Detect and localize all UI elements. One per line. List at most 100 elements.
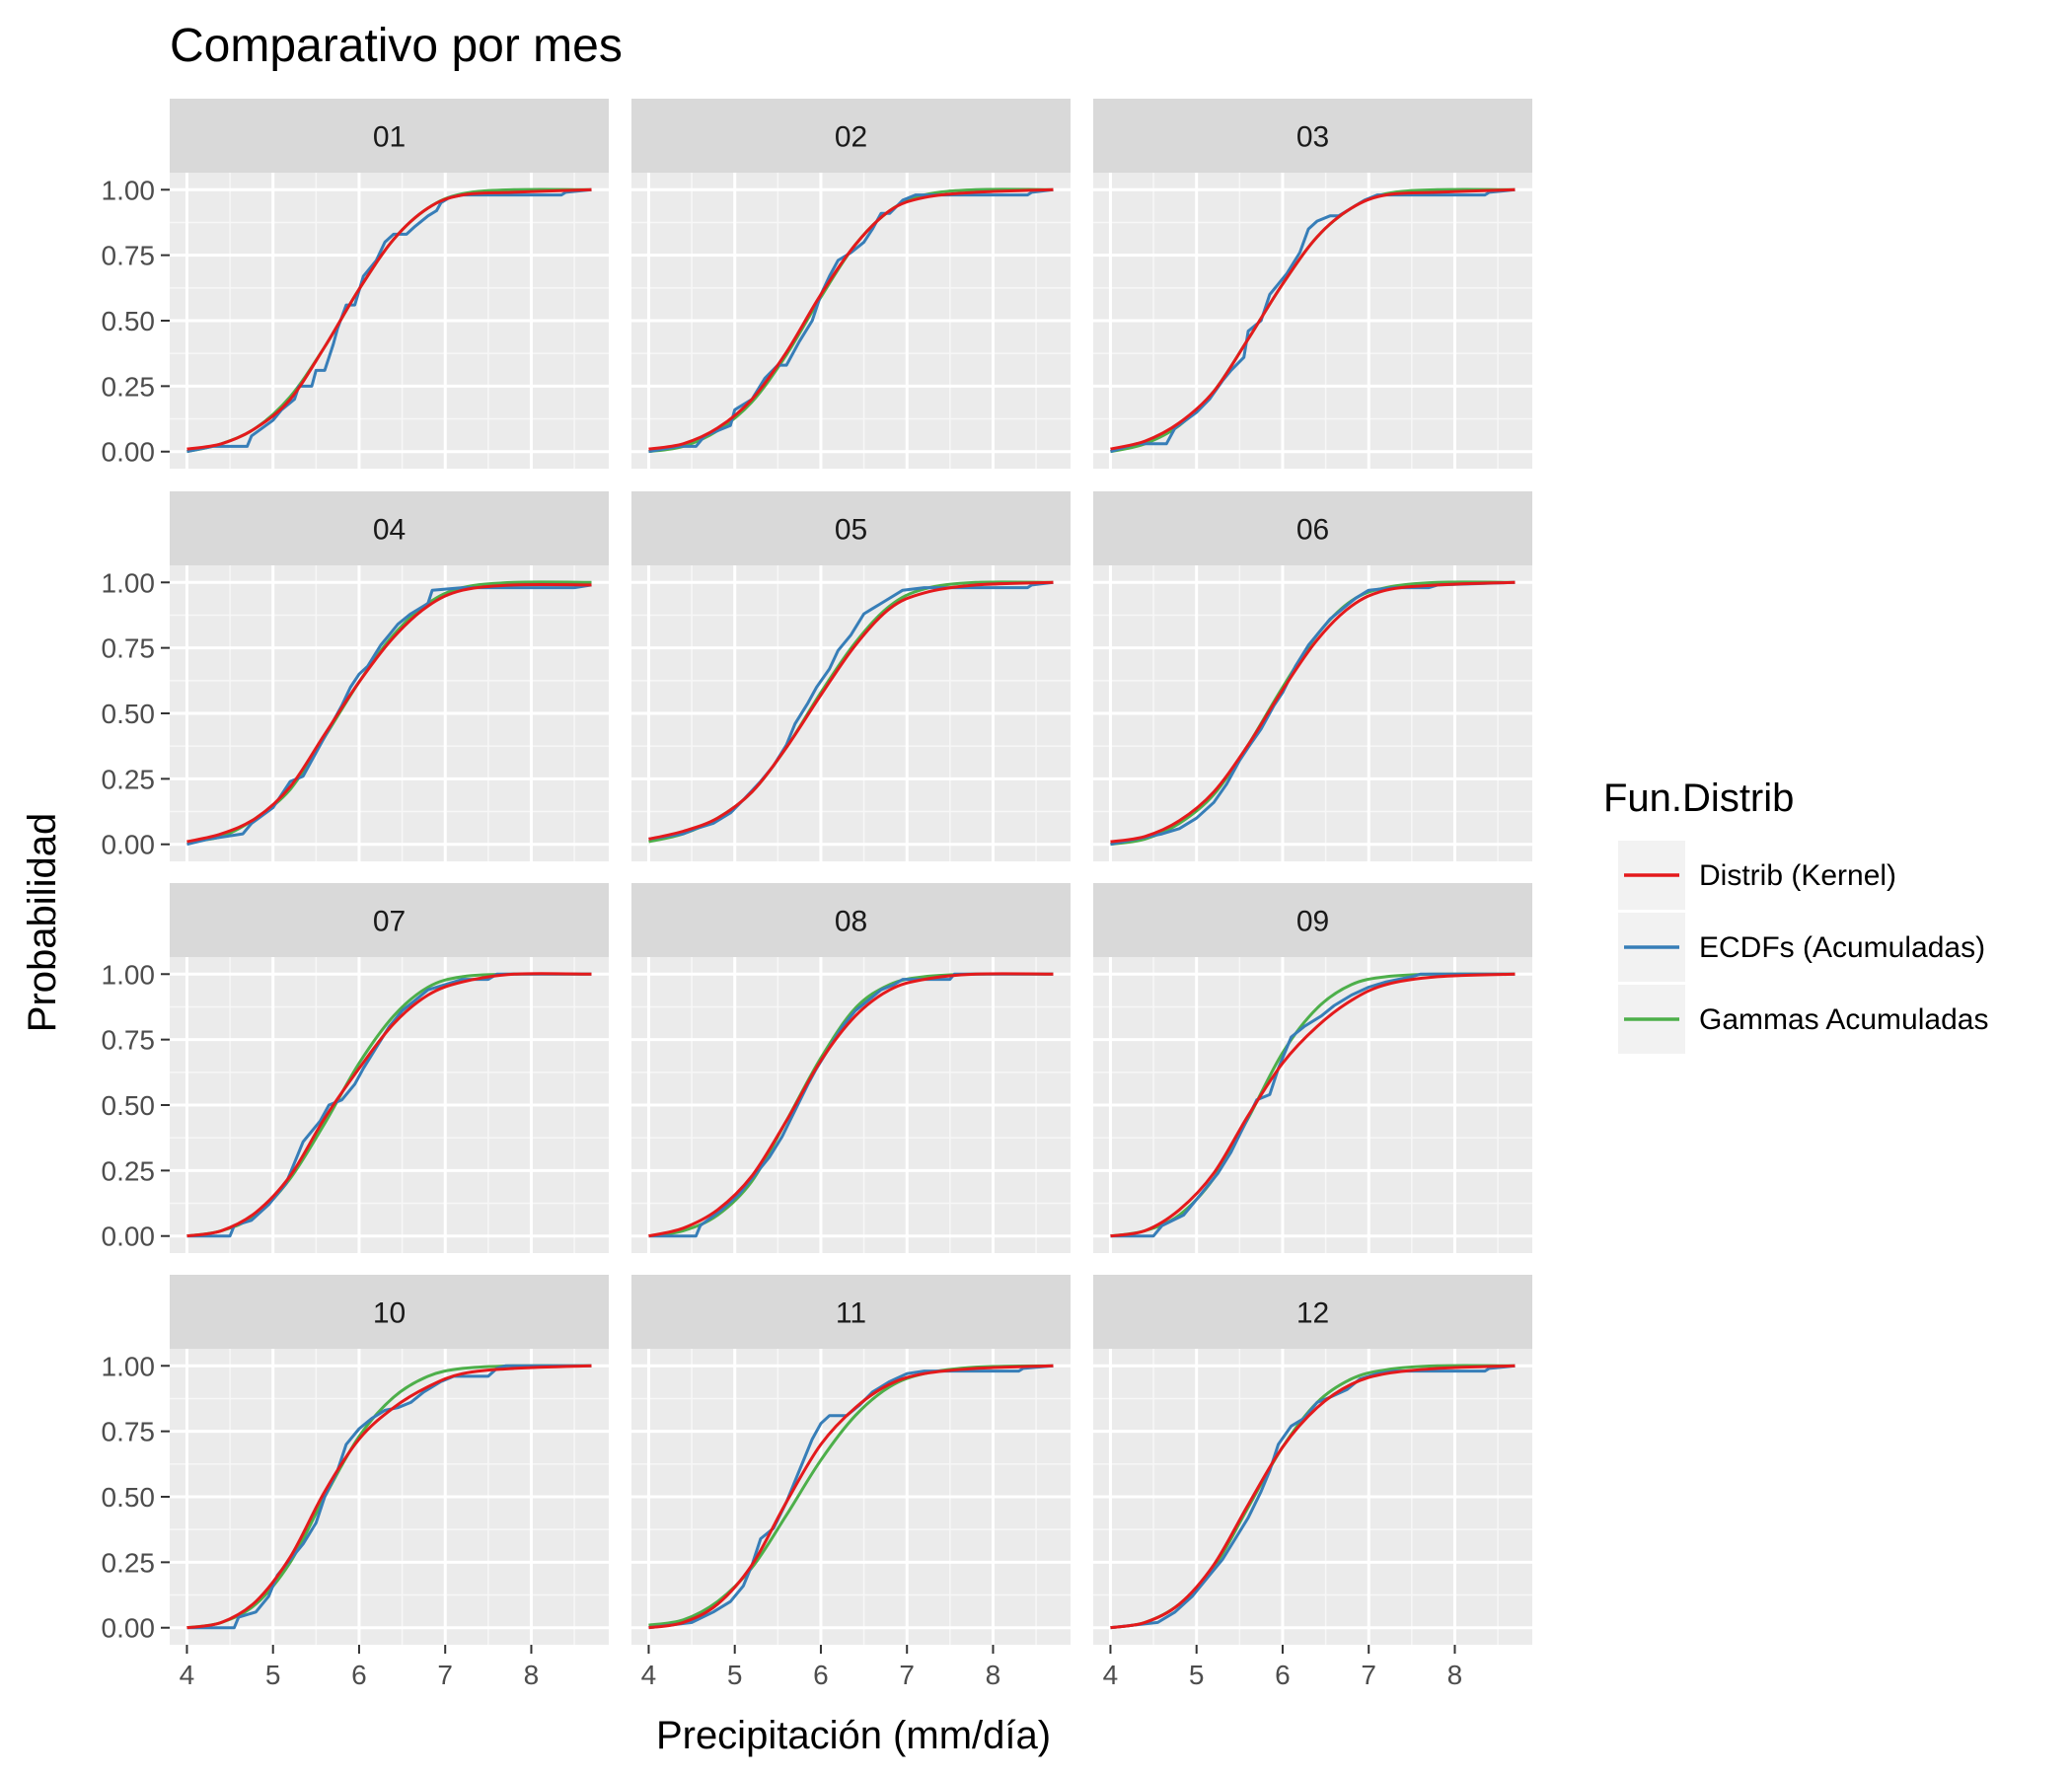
panel-grid (1093, 173, 1532, 469)
series-line-kernel (648, 1364, 1054, 1630)
facet-strip (170, 99, 609, 173)
x-tick-label: 5 (265, 1660, 281, 1690)
legend-entry-label: Distrib (Kernel) (1699, 859, 1896, 892)
y-tick-label: 0.00 (102, 1221, 156, 1252)
facet-strip-label: 12 (1296, 1297, 1329, 1330)
panel-grid (631, 1349, 1071, 1645)
facet-strip-label: 04 (373, 514, 406, 547)
y-tick-label: 0.75 (102, 1025, 156, 1056)
y-tick-label: 0.75 (102, 1417, 156, 1447)
y-tick-label: 0.50 (102, 699, 156, 729)
y-tick-label: 0.25 (102, 1155, 156, 1186)
facet-panel-08: 08 (631, 883, 1071, 1253)
series-line-kernel (1110, 1364, 1516, 1630)
x-tick-label: 4 (180, 1660, 195, 1690)
legend-entry: ECDFs (Acumuladas) (1618, 913, 1985, 982)
panel-grid (170, 957, 609, 1253)
facet-panel-02: 02 (631, 99, 1071, 469)
series-line-kernel (186, 972, 592, 1238)
legend-entry-label: ECDFs (Acumuladas) (1699, 931, 1985, 964)
y-tick-label: 1.00 (102, 1351, 156, 1381)
panel-grid (170, 1349, 609, 1645)
series-line-kernel (648, 972, 1054, 1238)
y-tick-label: 0.00 (102, 437, 156, 468)
facet-panel-09: 09 (1093, 883, 1532, 1253)
series-line-ecdf (186, 972, 592, 1238)
y-tick-label: 0.75 (102, 633, 156, 664)
x-tick-label: 7 (899, 1660, 915, 1690)
panel-grid (1093, 1349, 1532, 1645)
panel-grid (170, 173, 609, 469)
y-tick-label: 0.50 (102, 1090, 156, 1121)
series-line-kernel (1110, 580, 1516, 844)
facet-panel-04: 04 0.00 0.25 0.50 0.75 1.00 (102, 491, 609, 861)
series-line-kernel (1110, 187, 1516, 451)
series-line-kernel (1110, 972, 1516, 1238)
y-tick-label: 1.00 (102, 567, 156, 598)
y-tick-label: 0.25 (102, 764, 156, 794)
chart-title: Comparativo por mes (170, 20, 623, 72)
series-line-kernel (648, 187, 1054, 451)
legend: Fun.Distrib Distrib (Kernel) ECDFs (Acumu… (1603, 777, 1988, 1054)
facet-strip-label: 05 (835, 514, 867, 547)
facet-strip (631, 1275, 1071, 1349)
legend-entry-label: Gammas Acumuladas (1699, 1003, 1988, 1036)
facet-panel-12: 12 4 5 6 7 8 (1093, 1275, 1532, 1690)
facet-strip (1093, 99, 1532, 173)
panel-grid (170, 565, 609, 861)
facet-strip (170, 491, 609, 565)
facet-strip-label: 02 (835, 121, 867, 154)
legend-entry: Distrib (Kernel) (1618, 841, 1896, 910)
x-tick-label: 5 (1189, 1660, 1205, 1690)
facet-panel-05: 05 (631, 491, 1071, 861)
facet-strip (170, 883, 609, 957)
facet-panel-07: 07 0.00 0.25 0.50 0.75 1.00 (102, 883, 609, 1253)
y-tick-label: 0.75 (102, 241, 156, 271)
y-tick-label: 0.50 (102, 306, 156, 336)
facet-strip-label: 03 (1296, 121, 1329, 154)
facet-strip-label: 08 (835, 906, 867, 938)
facet-panel-03: 03 (1093, 99, 1532, 469)
facet-strip-label: 01 (373, 121, 406, 154)
y-tick-label: 0.25 (102, 371, 156, 402)
series-line-kernel (648, 580, 1054, 841)
x-tick-label: 4 (641, 1660, 657, 1690)
facet-panels: 01 0.00 0.25 0.50 0.75 1.00 02 03 04 0.00 0.25 0.50… (102, 99, 1532, 1690)
panel-grid (631, 173, 1071, 469)
facet-strip (1093, 491, 1532, 565)
panel-grid (1093, 957, 1532, 1253)
panel-grid (631, 565, 1071, 861)
panel-grid (1093, 565, 1532, 861)
y-axis-label: Probabilidad (21, 813, 64, 1032)
series-line-kernel (186, 1364, 592, 1630)
facet-panel-01: 01 0.00 0.25 0.50 0.75 1.00 (102, 99, 609, 469)
series-line-ecdf (648, 1364, 1054, 1630)
series-line-gamma (186, 1364, 592, 1630)
x-tick-label: 4 (1103, 1660, 1119, 1690)
facet-strip-label: 09 (1296, 906, 1329, 938)
y-tick-label: 0.00 (102, 830, 156, 860)
series-line-kernel (186, 187, 592, 451)
series-line-ecdf (648, 580, 1054, 841)
x-tick-label: 8 (1447, 1660, 1463, 1690)
legend-entry: Gammas Acumuladas (1618, 985, 1988, 1054)
facet-strip (170, 1275, 609, 1349)
facet-strip-label: 06 (1296, 514, 1329, 547)
facet-strip (631, 883, 1071, 957)
y-tick-label: 0.50 (102, 1482, 156, 1513)
facet-strip (1093, 883, 1532, 957)
x-tick-label: 6 (1275, 1660, 1291, 1690)
legend-title: Fun.Distrib (1603, 777, 1794, 820)
series-line-kernel (186, 583, 592, 844)
y-tick-label: 0.25 (102, 1547, 156, 1578)
facet-strip-label: 07 (373, 906, 406, 938)
x-tick-label: 6 (813, 1660, 829, 1690)
y-tick-label: 1.00 (102, 175, 156, 205)
x-tick-label: 5 (727, 1660, 743, 1690)
series-line-ecdf (186, 1364, 592, 1630)
x-axis-label: Precipitación (mm/día) (656, 1714, 1051, 1757)
facet-panel-11: 11 4 5 6 7 8 (631, 1275, 1071, 1690)
x-tick-label: 7 (1361, 1660, 1376, 1690)
y-tick-label: 1.00 (102, 959, 156, 990)
